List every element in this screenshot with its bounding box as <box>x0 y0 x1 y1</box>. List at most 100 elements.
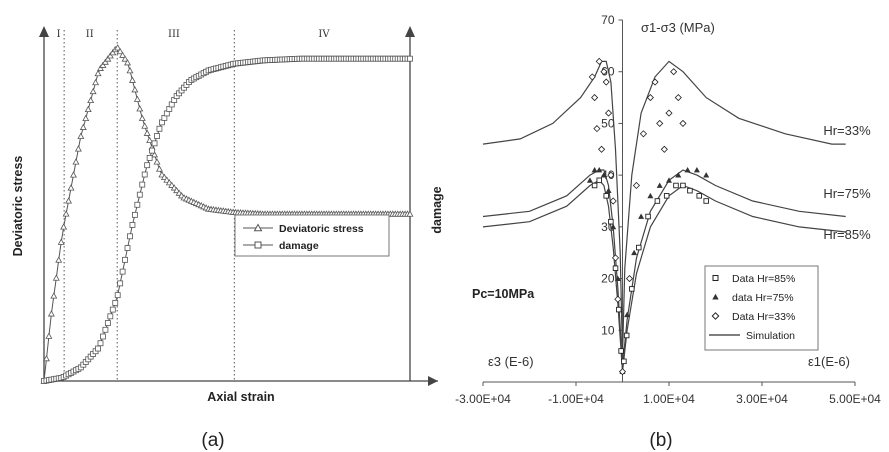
stage-label: III <box>168 29 180 40</box>
deviatoric-stress-marker <box>42 354 50 362</box>
x-axis-arrow <box>428 376 438 386</box>
damage-marker <box>124 245 131 251</box>
damage-marker <box>136 191 143 198</box>
data-point-hr33 <box>625 275 634 283</box>
legend-a: Deviatoric stress damage <box>234 214 390 257</box>
data-point-hr85 <box>696 193 702 199</box>
data-point-hr85 <box>636 244 642 251</box>
data-point-hr33 <box>679 119 687 127</box>
curve-label: Hr=85% <box>823 227 871 242</box>
data-point-hr33 <box>609 197 617 205</box>
deviatoric-stress-marker <box>99 61 107 68</box>
condition-label: Pc=10MPa <box>472 287 535 301</box>
legend-triangle-icon <box>253 223 263 232</box>
data-point-hr75 <box>656 182 663 188</box>
deviatoric-stress-marker <box>84 105 92 113</box>
data-point-hr33 <box>674 94 682 102</box>
damage-marker <box>154 133 160 139</box>
x-tick-label: 5.00E+04 <box>829 392 881 406</box>
data-point-hr33 <box>651 78 659 86</box>
deviatoric-stress-marker <box>104 55 112 62</box>
damage-marker <box>97 340 104 347</box>
legend-item-damage: damage <box>279 240 319 252</box>
data-point-hr85 <box>629 286 635 292</box>
deviatoric-stress-marker <box>133 95 141 102</box>
data-point-hr85 <box>687 187 693 194</box>
deviatoric-stress-marker <box>126 67 134 74</box>
damage-marker <box>100 333 106 340</box>
legend-b: Data Hr=85% data Hr=75% Data Hr=33% Simulat… <box>704 265 819 351</box>
deviatoric-stress-marker <box>151 151 159 158</box>
data-point-hr85 <box>703 198 709 204</box>
deviatoric-stress-marker <box>146 136 154 143</box>
x-tick-label: -1.00E+04 <box>548 392 604 406</box>
deviatoric-stress-marker <box>74 145 82 152</box>
data-point-hr33 <box>588 73 596 81</box>
deviatoric-stress-marker <box>124 59 131 66</box>
panel-label-a: (a) <box>201 430 224 451</box>
legend-item: Data Hr=33% <box>732 311 795 323</box>
stage-label: IV <box>318 29 330 40</box>
damage-marker <box>134 201 141 208</box>
legend-item: Simulation <box>746 330 795 342</box>
damage-marker <box>104 320 111 326</box>
data-point-hr75 <box>638 213 645 219</box>
deviatoric-stress-marker <box>153 158 161 165</box>
x-axis-label-left: ε3 (E-6) <box>488 354 534 369</box>
data-point-hr33 <box>665 109 673 117</box>
damage-marker <box>117 280 124 287</box>
deviatoric-stress-marker <box>136 105 144 112</box>
deviatoric-stress-marker <box>55 256 63 263</box>
data-point-hr85 <box>603 193 609 199</box>
deviatoric-stress-marker <box>109 49 117 56</box>
y-tick-label: 50 <box>601 116 615 130</box>
data-point-hr33 <box>593 125 601 133</box>
deviatoric-stress-marker <box>65 197 73 204</box>
deviatoric-stress-marker <box>128 76 136 83</box>
deviatoric-stress-marker <box>119 51 127 58</box>
deviatoric-stress-marker <box>87 96 95 104</box>
y-tick-label: 70 <box>601 13 615 27</box>
deviatoric-stress-marker <box>114 44 122 51</box>
deviatoric-stress-marker <box>131 86 139 93</box>
deviatoric-stress-marker <box>89 87 97 95</box>
deviatoric-stress-marker <box>92 78 100 86</box>
data-point-hr75 <box>591 166 598 173</box>
data-point-hr33 <box>618 368 627 376</box>
data-point-hr85 <box>663 193 670 199</box>
deviatoric-stress-marker <box>101 58 109 65</box>
damage-marker <box>146 155 153 161</box>
damage-marker <box>156 125 163 132</box>
damage-marker <box>122 256 128 263</box>
data-point-hr33 <box>639 130 647 138</box>
legend-triangle-icon <box>712 293 719 300</box>
damage-marker <box>127 233 133 240</box>
deviatoric-stress-marker <box>52 274 60 281</box>
x-axis-label-right: ε1(E-6) <box>808 354 850 369</box>
y-axis-left-arrow <box>39 26 49 37</box>
damage-marker <box>112 299 119 306</box>
simulation-curve <box>482 169 846 367</box>
data-point-hr33 <box>598 145 606 153</box>
data-point-hr85 <box>591 182 598 189</box>
damage-marker <box>141 171 148 178</box>
data-point-hr75 <box>631 249 638 256</box>
y-tick-label: 20 <box>601 272 615 286</box>
deviatoric-stress-marker <box>97 64 104 71</box>
x-tick-label: 1.00E+04 <box>643 392 695 406</box>
damage-marker <box>129 222 136 228</box>
deviatoric-stress-marker <box>72 158 80 165</box>
legend-diamond-icon <box>711 312 720 320</box>
deviatoric-stress-marker <box>57 238 65 245</box>
damage-marker <box>95 345 101 352</box>
legend-item: Data Hr=85% <box>732 273 795 285</box>
stage-label: I <box>57 29 61 40</box>
deviatoric-stress-marker <box>82 114 90 121</box>
legend-square-icon <box>254 241 262 249</box>
data-point-hr85 <box>623 332 630 339</box>
x-tick-label: 3.00E+04 <box>736 392 788 406</box>
data-point-hr75 <box>647 192 654 199</box>
legend-box <box>234 214 390 257</box>
deviatoric-stress-marker <box>143 129 151 136</box>
